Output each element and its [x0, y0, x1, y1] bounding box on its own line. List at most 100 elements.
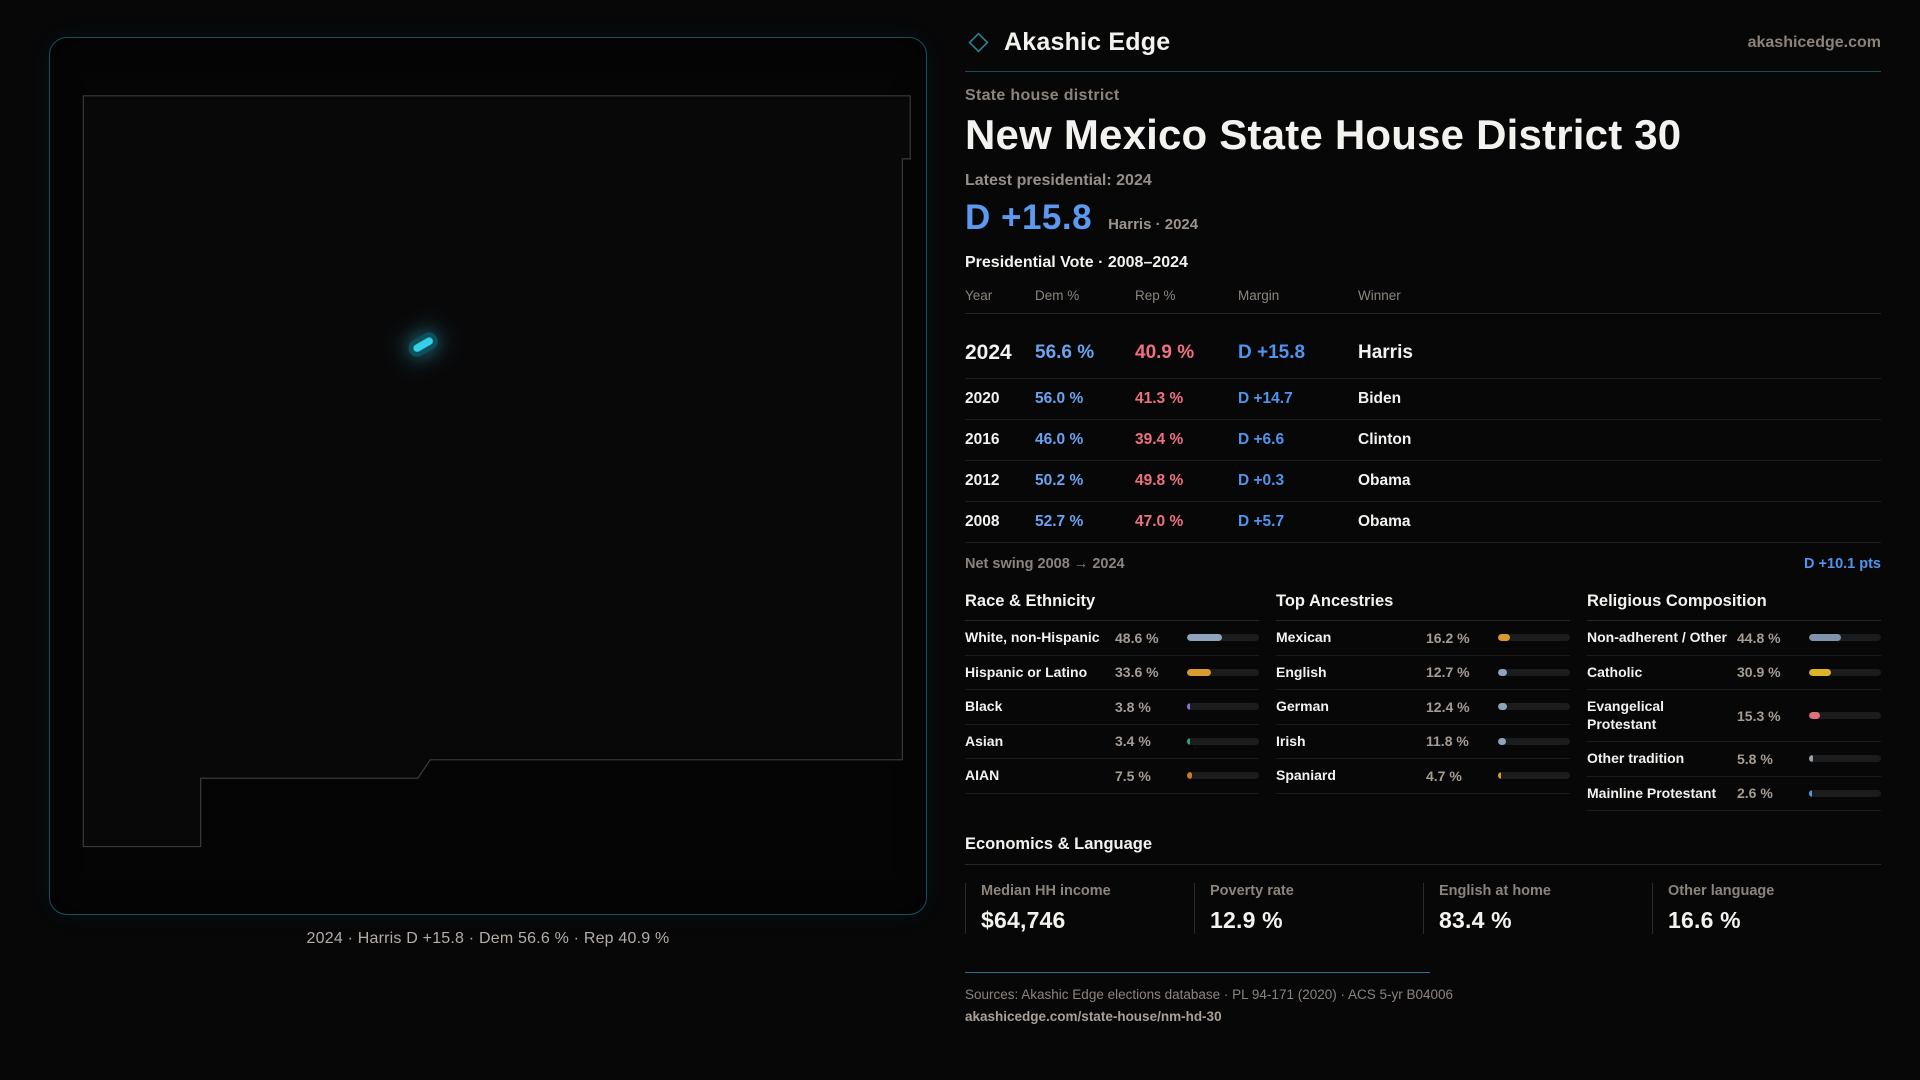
district-map-panel: [49, 37, 927, 915]
demo-row: White, non-Hispanic 48.6 %: [965, 621, 1259, 656]
demo-value: 33.6 %: [1115, 664, 1159, 681]
demo-row: Spaniard 4.7 %: [1276, 759, 1570, 794]
demo-rows-1: Mexican 16.2 % English 12.7 % German 12.4 % Ir…: [1276, 621, 1570, 794]
demo-label: Evangelical Protestant: [1587, 698, 1665, 732]
demo-value: 2.6 %: [1737, 785, 1773, 802]
map-caption: 2024 · Harris D +15.8 · Dem 56.6 % · Rep…: [306, 930, 670, 947]
demo-bar: [1187, 737, 1259, 745]
stat-other-language: Other language 16.6 %: [1652, 883, 1881, 935]
page-title: New Mexico State House District 30: [965, 111, 1682, 158]
demo-value: 44.8 %: [1737, 629, 1781, 646]
vote-row-2008: 2008 52.7 % 47.0 % D +5.7 Obama: [965, 502, 1881, 544]
stat-median-hh-income: Median HH income $64,746: [965, 883, 1194, 935]
stat-label: English at home: [1439, 883, 1551, 900]
demo-rows-0: White, non-Hispanic 48.6 % Hispanic or Lat…: [965, 621, 1259, 794]
demo-row: Asian 3.4 %: [965, 725, 1259, 760]
vote-cell-margin: D +6.6: [1238, 431, 1285, 449]
vote-cell-dem: 46.0 %: [1035, 431, 1084, 449]
demo-label: Mainline Protestant: [1587, 784, 1717, 801]
demo-value: 30.9 %: [1737, 664, 1781, 681]
demo-bar: [1498, 668, 1570, 676]
vote-cell-margin: D +5.7: [1238, 513, 1285, 531]
demo-value: 11.8 %: [1426, 733, 1469, 750]
demo-row: Hispanic or Latino 33.6 %: [965, 656, 1259, 691]
brand: Akashic Edge: [965, 28, 1170, 57]
vote-cell-year: 2020: [965, 390, 1000, 408]
vote-cell-dem: 52.7 %: [1035, 513, 1084, 531]
section-title: Top Ancestries: [1276, 592, 1570, 622]
report-column: Akashic Edge akashicedge.com State house…: [965, 28, 1881, 1024]
net-swing-label: Net swing 2008 → 2024: [965, 556, 1125, 573]
stat-label: Median HH income: [981, 883, 1111, 900]
vote-table: Year Dem % Rep % Margin Winner 2024 56.6 …: [965, 282, 1881, 544]
vote-cell-winner: Biden: [1358, 390, 1402, 408]
headline: D +15.8 Harris · 2024: [965, 198, 1881, 238]
section-religious-composition: Religious Composition Non-adherent / Oth…: [1587, 592, 1881, 812]
demo-bar: [1498, 634, 1570, 642]
net-swing-row: Net swing 2008 → 2024 D +10.1 pts: [965, 543, 1881, 572]
section-title: Economics & Language: [965, 835, 1881, 866]
stat-value: 12.9 %: [1210, 907, 1283, 934]
sources-line: Sources: Akashic Edge elections database…: [965, 987, 1454, 1003]
section-title: Religious Composition: [1587, 592, 1881, 622]
vote-table-title: Presidential Vote · 2008–2024: [965, 254, 1188, 272]
demo-label: Irish: [1276, 732, 1306, 749]
vote-cell-winner: Harris: [1358, 342, 1413, 364]
section-top-ancestries: Top Ancestries Mexican 16.2 % English 12.7 …: [1276, 592, 1570, 811]
vote-cell-rep: 47.0 %: [1135, 513, 1184, 531]
demo-bar: [1809, 668, 1881, 676]
district-marker[interactable]: [408, 332, 438, 357]
new-mexico-outline: [83, 96, 910, 847]
net-swing-value: D +10.1 pts: [1804, 556, 1881, 573]
vote-cell-margin: D +15.8: [1238, 342, 1306, 364]
vote-cell-margin: D +14.7: [1238, 390, 1293, 408]
demographics-grid: Race & Ethnicity White, non-Hispanic 48.6…: [965, 592, 1881, 812]
footer-divider: [965, 972, 1430, 974]
demo-value: 15.3 %: [1737, 707, 1781, 724]
latest-label: Latest presidential: 2024: [965, 172, 1152, 190]
col-dem: Dem %: [1035, 288, 1080, 304]
vote-cell-rep: 49.8 %: [1135, 472, 1184, 490]
demo-label: Asian: [965, 732, 1004, 749]
demo-row: Catholic 30.9 %: [1587, 656, 1881, 691]
section-race-ethnicity: Race & Ethnicity White, non-Hispanic 48.6…: [965, 592, 1259, 811]
demo-bar: [1498, 737, 1570, 745]
vote-table-header: Year Dem % Rep % Margin Winner: [965, 282, 1881, 315]
demo-rows-2: Non-adherent / Other 44.8 % Catholic 30.9 %…: [1587, 621, 1881, 812]
brand-name: Akashic Edge: [1004, 28, 1171, 56]
demo-value: 12.4 %: [1426, 698, 1470, 715]
stat-label: Poverty rate: [1210, 883, 1294, 900]
demo-row: Non-adherent / Other 44.8 %: [1587, 621, 1881, 656]
demo-row: AIAN 7.5 %: [965, 759, 1259, 794]
vote-cell-dem: 50.2 %: [1035, 472, 1084, 490]
col-winner: Winner: [1358, 288, 1401, 304]
col-rep: Rep %: [1135, 288, 1176, 304]
demo-bar: [1187, 772, 1259, 780]
vote-cell-winner: Clinton: [1358, 431, 1412, 449]
section-economics-language: Economics & Language Median HH income $6…: [965, 835, 1881, 935]
demo-label: Black: [965, 698, 1003, 715]
vote-row-2024: 2024 56.6 % 40.9 % D +15.8 Harris: [965, 328, 1881, 380]
demo-row: Other tradition 5.8 %: [1587, 742, 1881, 777]
section-title: Race & Ethnicity: [965, 592, 1259, 622]
demo-row: Black 3.8 %: [965, 690, 1259, 725]
demo-label: Catholic: [1587, 663, 1643, 680]
stat-english-at-home: English at home 83.4 %: [1423, 883, 1652, 935]
vote-cell-margin: D +0.3: [1238, 472, 1285, 490]
demo-row: Evangelical Protestant 15.3 %: [1587, 690, 1881, 743]
vote-cell-year: 2008: [965, 513, 1000, 531]
vote-cell-rep: 39.4 %: [1135, 431, 1184, 449]
vote-cell-dem: 56.6 %: [1035, 342, 1095, 364]
demo-bar: [1809, 755, 1881, 763]
site-link[interactable]: akashicedge.com: [1747, 33, 1881, 51]
permalink[interactable]: akashicedge.com/state-house/nm-hd-30: [965, 1009, 1222, 1025]
demo-label: AIAN: [965, 767, 1000, 784]
stat-label: Other language: [1668, 883, 1775, 900]
vote-cell-rep: 40.9 %: [1135, 342, 1195, 364]
stat-value: $64,746: [981, 907, 1066, 934]
demo-label: Spaniard: [1276, 767, 1336, 784]
col-margin: Margin: [1238, 288, 1280, 304]
demo-row: Irish 11.8 %: [1276, 725, 1570, 760]
demo-label: Other tradition: [1587, 750, 1685, 767]
